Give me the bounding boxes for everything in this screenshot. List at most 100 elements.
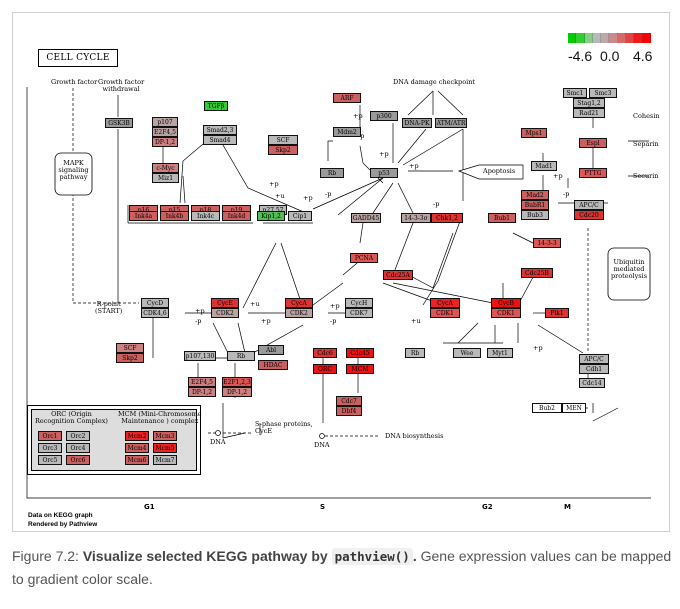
- gene-node-rb[interactable]: Rb: [320, 168, 344, 178]
- gene-node-apc-c[interactable]: APC/C: [579, 354, 609, 364]
- gene-node-skp2[interactable]: Skp2: [268, 145, 298, 155]
- gene-node-cyca[interactable]: CycA: [430, 298, 460, 308]
- gene-node-orc5[interactable]: Orc5: [38, 455, 62, 465]
- gene-node-gsk3b[interactable]: GSK3B: [105, 118, 133, 128]
- gene-node-cip1[interactable]: Cip1: [288, 211, 312, 221]
- gene-node-cdc6[interactable]: Cdc6: [313, 348, 337, 358]
- gene-node-14-3-3[interactable]: 14-3-3: [533, 238, 561, 248]
- gene-node-smc3[interactable]: Smc3: [589, 88, 617, 98]
- gene-node-mcm5[interactable]: Mcm5: [153, 443, 177, 453]
- gene-node-miz1[interactable]: Miz1: [152, 173, 179, 183]
- gene-node-p300[interactable]: p300: [370, 111, 398, 121]
- gene-node-e2f4-5[interactable]: E2F4,5: [188, 377, 216, 387]
- gene-node-cycd[interactable]: CycD: [141, 298, 169, 308]
- gene-node-rb[interactable]: Rb: [227, 351, 255, 361]
- gene-node-e2f4-5[interactable]: E2F4,5: [152, 127, 178, 137]
- gene-node-smad4[interactable]: Smad4: [203, 135, 237, 145]
- gene-node-cdc20[interactable]: Cdc20: [574, 210, 604, 220]
- gene-node-rb[interactable]: Rb: [405, 348, 425, 358]
- gene-node-smad2-3[interactable]: Smad2,3: [203, 125, 237, 135]
- gene-node-mcm4[interactable]: Mcm4: [125, 443, 149, 453]
- gene-node-cdc45[interactable]: Cdc45: [346, 348, 374, 358]
- gene-node-dbf4[interactable]: Dbf4: [336, 406, 362, 416]
- gene-node-ink4c[interactable]: Ink4c: [191, 211, 220, 221]
- gene-node-mad1[interactable]: Mad1: [531, 161, 557, 171]
- gene-node-espl[interactable]: Espl: [579, 138, 607, 148]
- gene-node-chk1-2[interactable]: Chk1,2: [431, 213, 463, 223]
- gene-node-smc1[interactable]: Smc1: [563, 88, 587, 98]
- gene-node-mcm2[interactable]: Mcm2: [125, 431, 149, 441]
- gene-node-bub3[interactable]: Bub3: [521, 210, 549, 220]
- gene-node-cdk7[interactable]: CDK7: [345, 308, 373, 318]
- gene-node-cdk4-6[interactable]: CDK4,6: [141, 308, 169, 318]
- edge-label: +p: [379, 150, 389, 158]
- gene-node-pttg[interactable]: PTTG: [579, 168, 607, 178]
- gene-node-orc6[interactable]: Orc6: [66, 455, 90, 465]
- gene-node-mcm7[interactable]: Mcm7: [153, 455, 177, 465]
- gene-node-cdc25b[interactable]: Cdc25B: [521, 268, 553, 278]
- gene-node-cdk2[interactable]: CDK2: [211, 308, 239, 318]
- gene-node-c-myc[interactable]: c-Myc: [152, 163, 179, 173]
- gene-node-cyce[interactable]: CycE: [211, 298, 239, 308]
- gene-node-cycb[interactable]: CycB: [491, 298, 521, 308]
- gene-node-cdk2[interactable]: CDK2: [285, 308, 313, 318]
- gene-node-abl[interactable]: Abl: [258, 345, 284, 355]
- gene-node-cych[interactable]: CycH: [345, 298, 373, 308]
- label-mcm-title: MCM (Mini-Chromosome Maintenance ) compl…: [118, 410, 202, 425]
- gene-node-dp-1-2[interactable]: DP-1,2: [188, 387, 216, 397]
- gene-node-p107-130[interactable]: p107,130: [184, 351, 216, 361]
- gene-node-myt1[interactable]: Myt1: [487, 348, 513, 358]
- gene-node-orc4[interactable]: Orc4: [66, 443, 90, 453]
- edge-label: -p: [358, 132, 365, 140]
- gene-node-orc2[interactable]: Orc2: [66, 431, 90, 441]
- gene-node-e2f1-2-3[interactable]: E2F1,2,3: [222, 377, 252, 387]
- gene-node-mcm3[interactable]: Mcm3: [153, 431, 177, 441]
- gene-node-hdac[interactable]: HDAC: [258, 360, 288, 370]
- gene-node-pcna[interactable]: PCNA: [350, 253, 378, 263]
- gene-node-scf[interactable]: SCF: [268, 135, 298, 145]
- gene-node-cdc25a[interactable]: Cdc25A: [383, 270, 413, 280]
- label-apoptosis: Apoptosis: [483, 167, 516, 175]
- gene-node-arf[interactable]: ARF: [333, 93, 361, 103]
- gene-node-bub2[interactable]: Bub2: [532, 403, 562, 413]
- gene-node-dna-pk[interactable]: DNA-PK: [402, 118, 432, 128]
- gene-node-atm-atr[interactable]: ATM/ATR: [435, 118, 467, 128]
- gene-node-wee[interactable]: Wee: [453, 348, 481, 358]
- gene-node-cdk1[interactable]: CDK1: [491, 308, 521, 318]
- gene-node-ink4b[interactable]: Ink4b: [160, 211, 189, 221]
- gene-node-orc[interactable]: ORC: [313, 364, 337, 374]
- gene-node-tgf[interactable]: TGFβ: [204, 101, 228, 111]
- gene-node-p53[interactable]: p53: [370, 168, 398, 178]
- gene-node-plk1[interactable]: Plk1: [545, 308, 569, 318]
- gene-node-orc3[interactable]: Orc3: [38, 443, 62, 453]
- gene-node-skp2[interactable]: Skp2: [116, 353, 144, 363]
- gene-node-cdh1[interactable]: Cdh1: [579, 364, 609, 374]
- gene-node-men[interactable]: MEN: [562, 403, 586, 413]
- gene-node-dp-1-2[interactable]: DP-1,2: [152, 137, 178, 147]
- gene-node-cdk1[interactable]: CDK1: [430, 308, 460, 318]
- gene-node-kip1-2[interactable]: Kip1,2: [257, 211, 285, 221]
- gene-node-mdm2[interactable]: Mdm2: [333, 127, 361, 137]
- gene-node-p107[interactable]: p107: [152, 117, 178, 127]
- gene-node-mcm6[interactable]: Mcm6: [125, 455, 149, 465]
- gene-node-cdc14[interactable]: Cdc14: [579, 378, 605, 388]
- gene-node-rad21[interactable]: Rad21: [573, 108, 605, 118]
- gene-node-apc-c[interactable]: APC/C: [574, 200, 604, 210]
- gene-node-ink4a[interactable]: Ink4a: [129, 211, 158, 221]
- gene-node-ink4d[interactable]: Ink4d: [222, 211, 251, 221]
- gene-node-mad2[interactable]: Mad2: [521, 190, 549, 200]
- gene-node-gadd45[interactable]: GADD45: [351, 213, 381, 223]
- gene-node-cdc7[interactable]: Cdc7: [336, 396, 362, 406]
- gene-node-bubr1[interactable]: BubR1: [521, 200, 549, 210]
- legend-tick-min: -4.6: [568, 48, 593, 64]
- gene-node-orc1[interactable]: Orc1: [38, 431, 62, 441]
- gene-node-cyca[interactable]: CycA: [285, 298, 313, 308]
- gene-node-mcm[interactable]: MCM: [346, 364, 374, 374]
- gene-node-mps1[interactable]: Mps1: [521, 128, 547, 138]
- gene-node-scf[interactable]: SCF: [116, 343, 144, 353]
- gene-node-stag1-2[interactable]: Stag1,2: [573, 98, 605, 108]
- gene-node-14-3-3[interactable]: 14-3-3σ: [401, 213, 431, 223]
- gene-node-dp-1-2[interactable]: DP-1,2: [222, 387, 252, 397]
- figure-caption: Figure 7.2: Visualize selected KEGG path…: [12, 545, 672, 591]
- gene-node-bub1[interactable]: Bub1: [488, 213, 516, 223]
